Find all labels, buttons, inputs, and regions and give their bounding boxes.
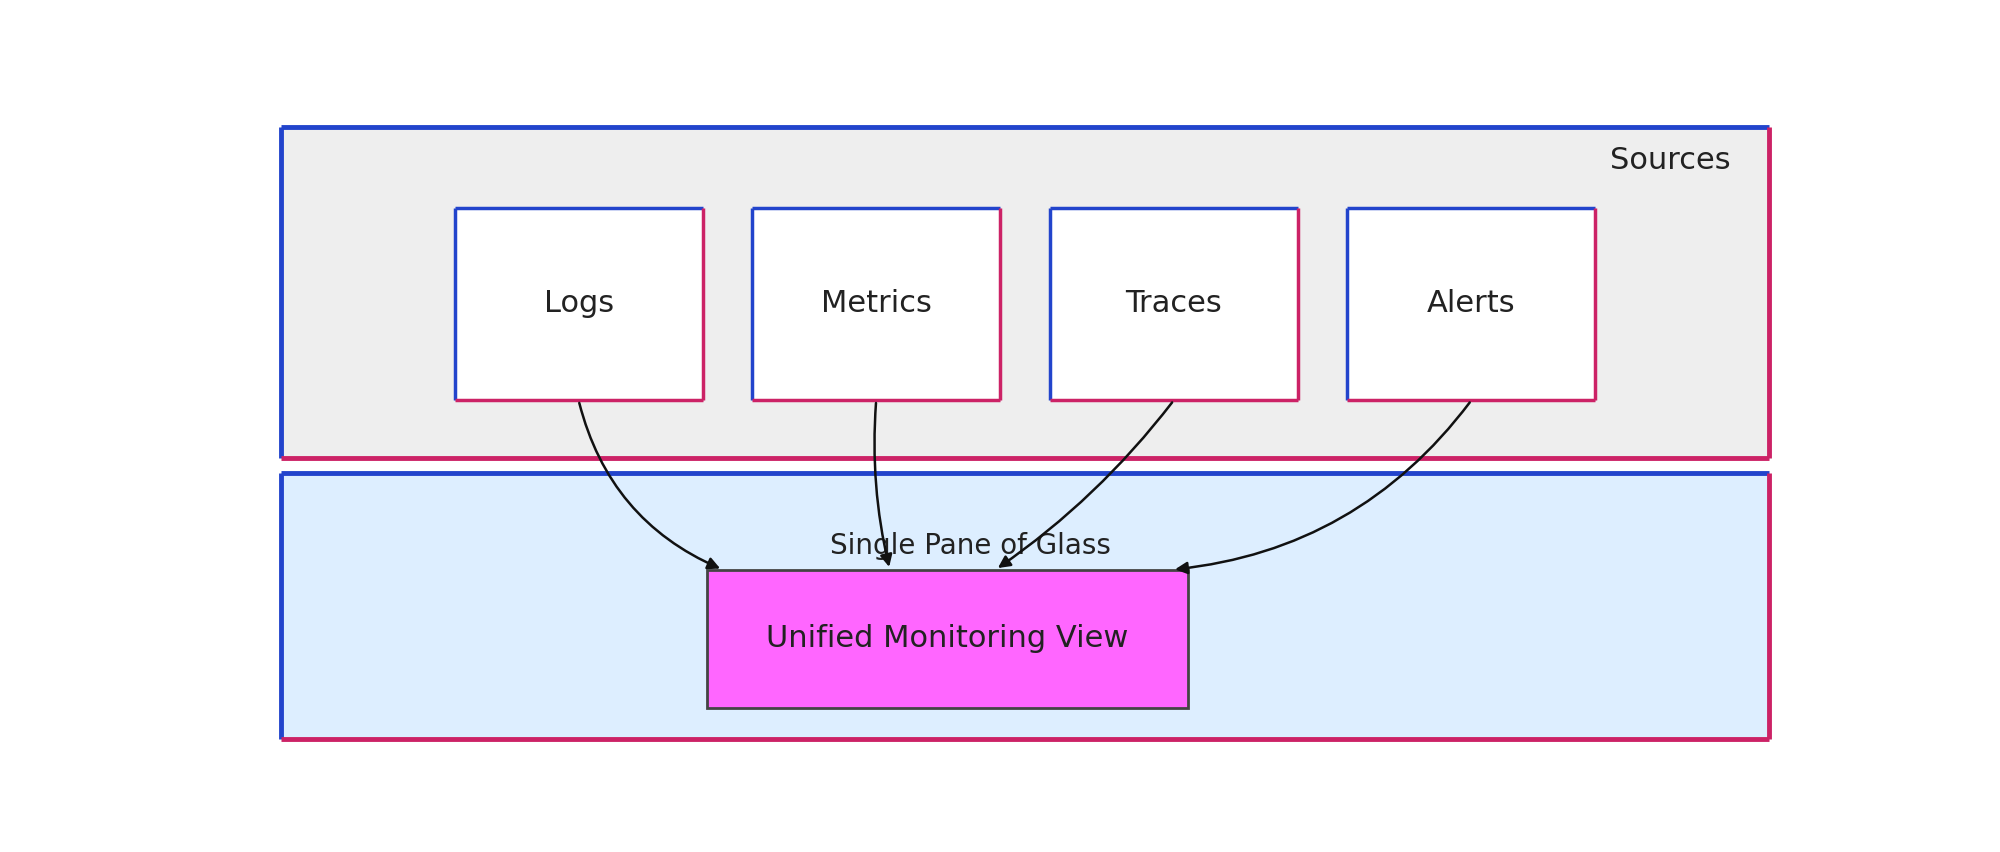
Text: Sources: Sources	[1610, 147, 1730, 176]
Bar	[1050, 208, 1298, 400]
Bar	[280, 127, 1770, 458]
Text: Alerts: Alerts	[1428, 290, 1516, 319]
Text: Metrics: Metrics	[820, 290, 932, 319]
Bar	[708, 570, 1188, 708]
Bar	[454, 208, 702, 400]
Text: Single Pane of Glass: Single Pane of Glass	[830, 532, 1112, 561]
Text: Logs: Logs	[544, 290, 614, 319]
Text: Unified Monitoring View: Unified Monitoring View	[766, 625, 1128, 653]
Bar	[1348, 208, 1596, 400]
Bar	[280, 474, 1770, 739]
Text: Traces: Traces	[1126, 290, 1222, 319]
Bar	[752, 208, 1000, 400]
